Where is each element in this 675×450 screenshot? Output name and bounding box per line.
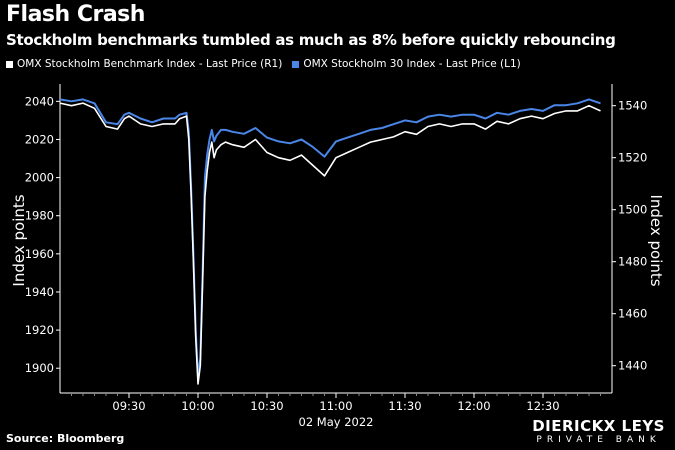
x-tick-label: 11:00 — [319, 399, 352, 413]
right-tick-label: 1540 — [618, 99, 647, 113]
right-tick-label: 1520 — [618, 151, 647, 165]
left-tick-label: 1920 — [25, 323, 54, 337]
right-tick-label: 1440 — [618, 359, 647, 373]
x-tick-label: 12:00 — [457, 399, 490, 413]
x-tick-label: 10:00 — [181, 399, 214, 413]
chart-title: Flash Crash — [6, 2, 145, 27]
series-line-omx30 — [59, 98, 601, 377]
legend-item-benchmark: OMX Stockholm Benchmark Index - Last Pri… — [6, 58, 282, 70]
brand-line1: DIERICKX LEYS — [532, 417, 665, 435]
legend-item-omx30: OMX Stockholm 30 Index - Last Price (L1) — [292, 58, 521, 70]
left-axis-label: Index points — [10, 194, 28, 286]
right-tick-label: 1500 — [618, 203, 647, 217]
source-note: Source: Bloomberg — [6, 432, 125, 445]
chart-subtitle: Stockholm benchmarks tumbled as much as … — [6, 31, 616, 49]
brand-line2: PRIVATE BANK — [536, 435, 661, 445]
right-axis-label: Index points — [647, 194, 665, 286]
x-tick-label: 11:30 — [388, 399, 421, 413]
right-tick-label: 1480 — [618, 255, 647, 269]
left-tick-label: 1940 — [25, 285, 54, 299]
x-axis-label: 02 May 2022 — [299, 415, 374, 429]
chart-legend: OMX Stockholm Benchmark Index - Last Pri… — [6, 58, 521, 70]
series-layer — [59, 98, 601, 385]
series-line-benchmark — [59, 102, 601, 385]
x-tick-label: 12:30 — [526, 399, 559, 413]
left-tick-label: 2040 — [25, 94, 54, 108]
x-tick-label: 10:30 — [250, 399, 283, 413]
legend-swatch-benchmark — [6, 60, 13, 68]
left-tick-label: 1980 — [25, 209, 54, 223]
left-tick-label: 1900 — [25, 361, 54, 375]
brand-logo: DIERICKX LEYS PRIVATE BANK — [532, 418, 665, 446]
left-tick-label: 2000 — [25, 171, 54, 185]
right-tick-label: 1460 — [618, 307, 647, 321]
left-tick-label: 2020 — [25, 132, 54, 146]
left-tick-label: 1960 — [25, 247, 54, 261]
x-tick-label: 09:30 — [112, 399, 145, 413]
axes-layer: 1900 1920 1940 1960 1980 2000 2020 2040 1440 1460… — [10, 84, 665, 429]
legend-swatch-omx30 — [292, 60, 300, 68]
legend-label-omx30: OMX Stockholm 30 Index - Last Price (L1) — [303, 58, 521, 70]
legend-label-benchmark: OMX Stockholm Benchmark Index - Last Pri… — [17, 58, 283, 70]
